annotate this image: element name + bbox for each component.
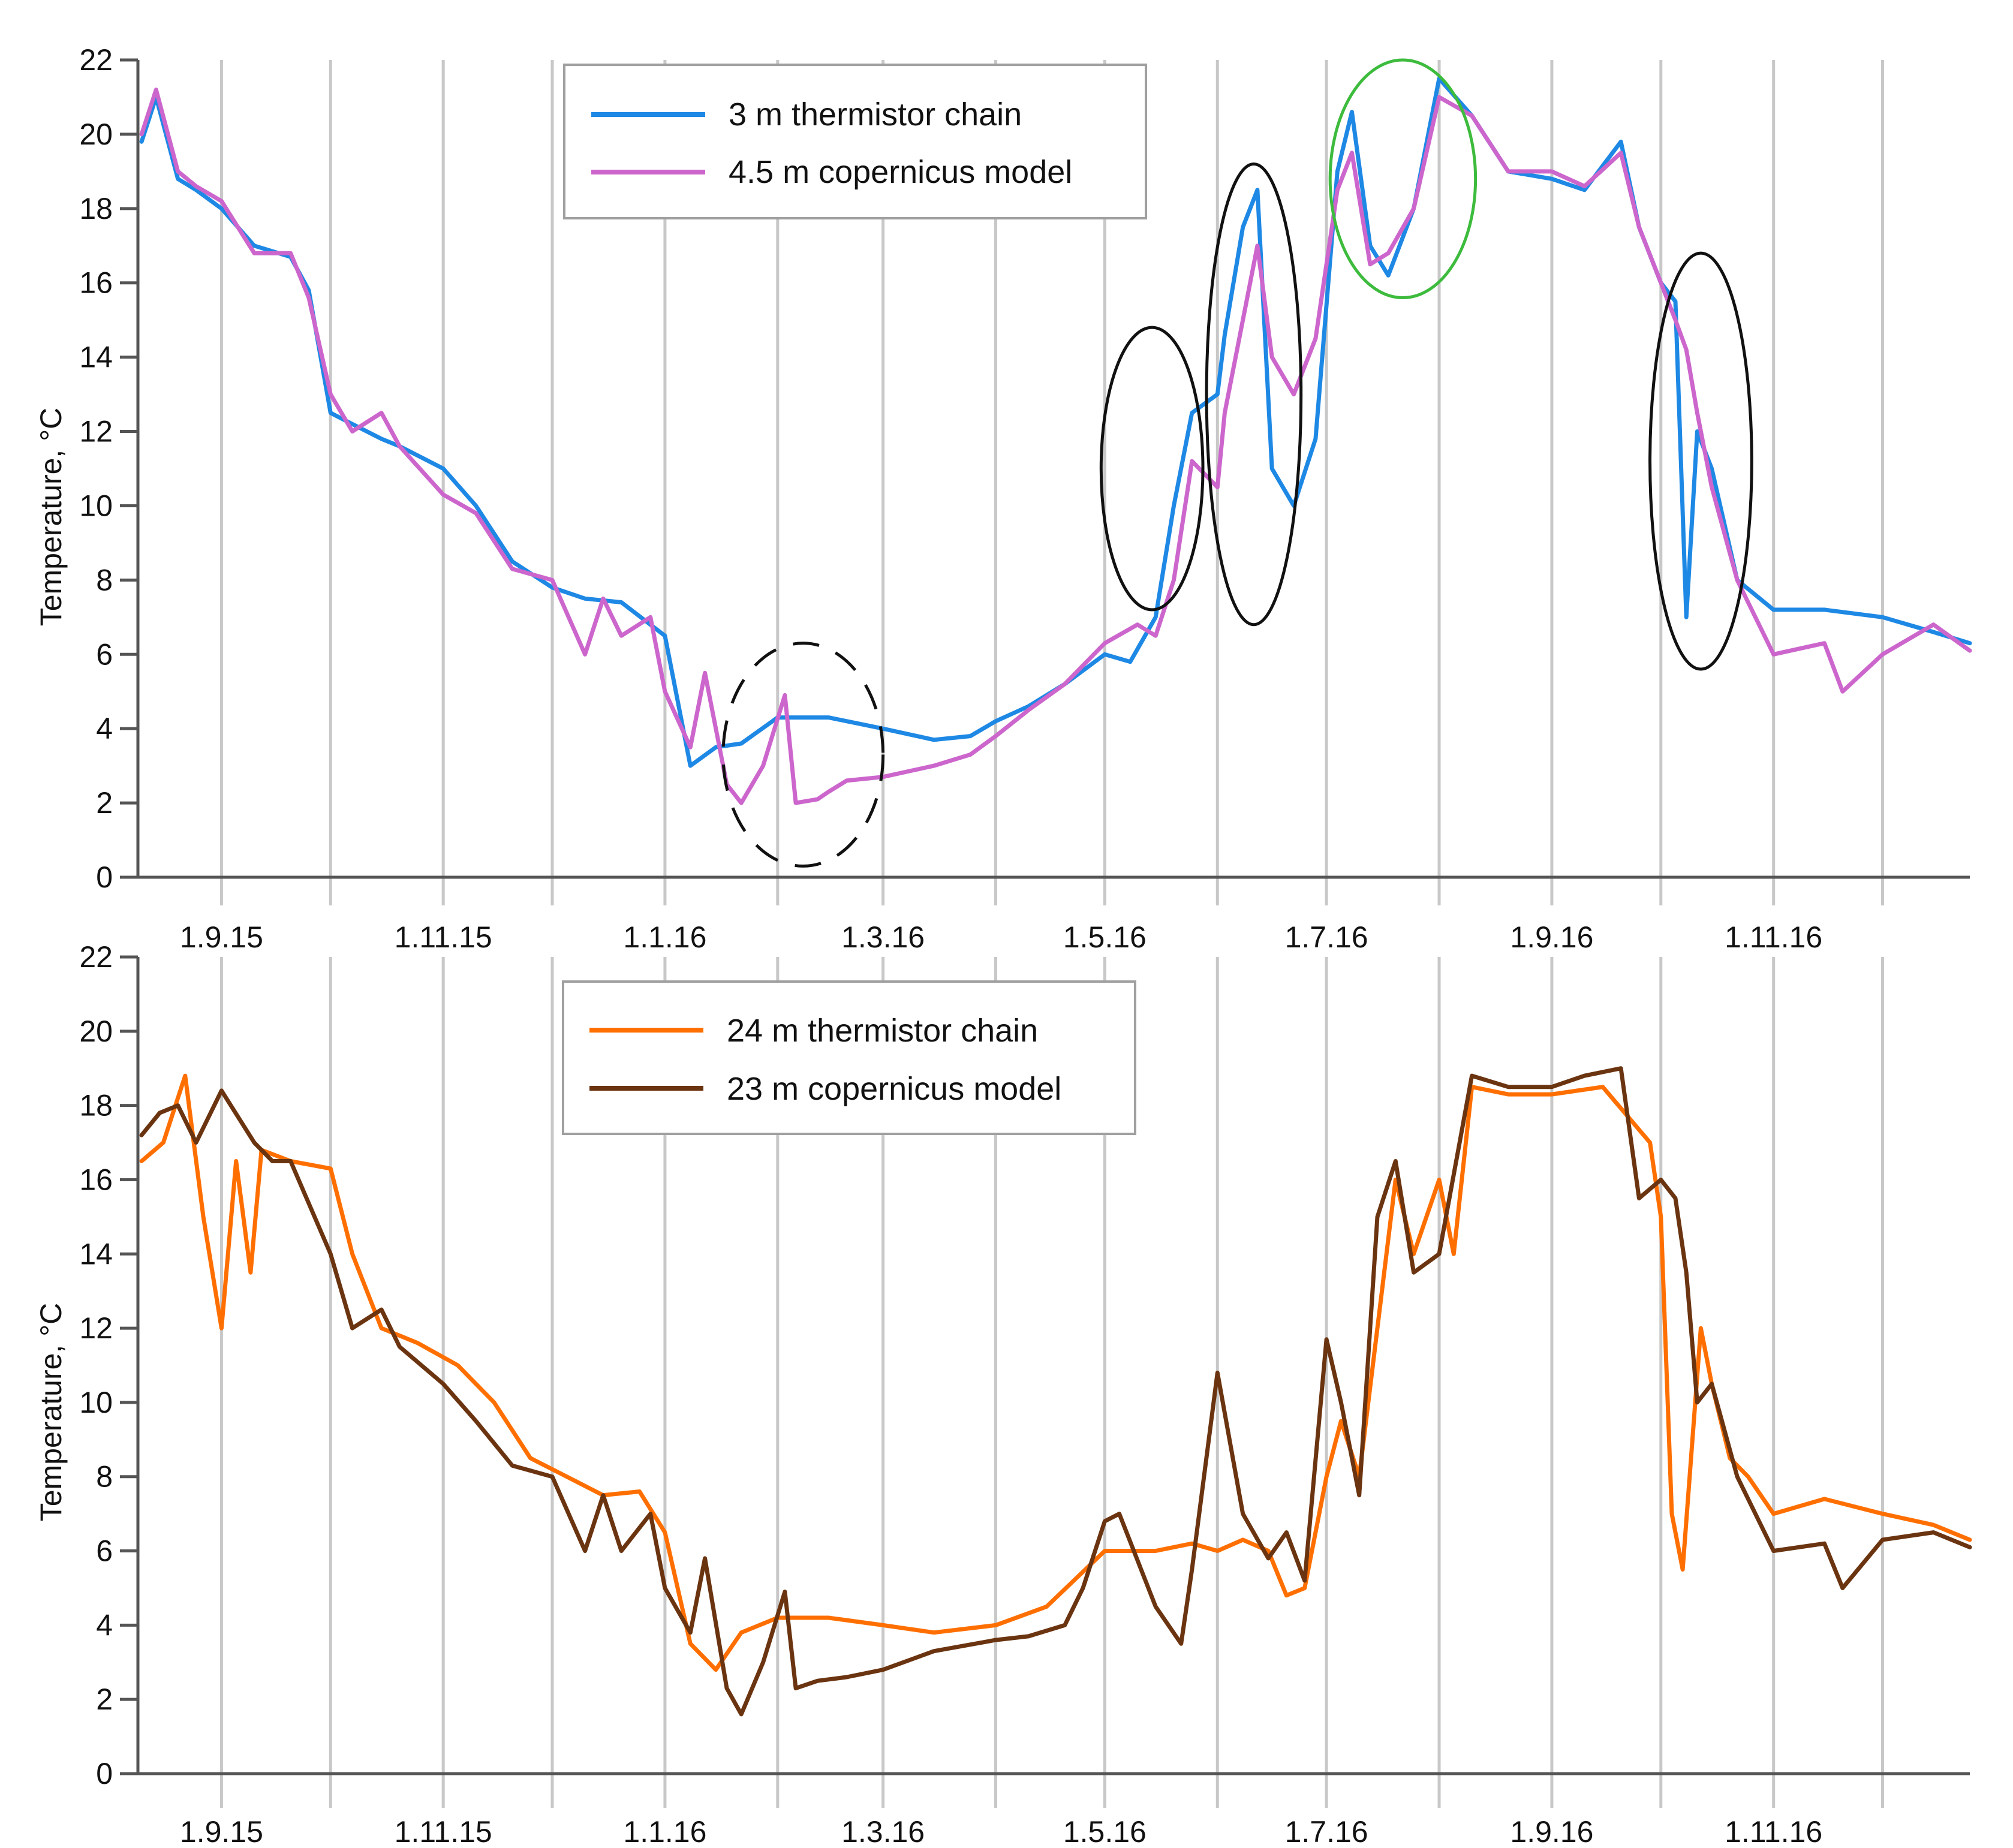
upper-legend: 3 m thermistor chain 4.5 m copernicus mo… [563, 64, 1147, 219]
y-tick-label-0: 0 [96, 860, 113, 894]
annotation-ellipse-1 [1099, 326, 1205, 612]
annotation-ellipse-3 [1328, 58, 1478, 300]
x-tick-label-0: 1.9.15 [180, 1815, 263, 1848]
y-tick-label-8: 8 [96, 1460, 113, 1494]
upper-annotations [721, 58, 1753, 868]
y-tick-label-10: 10 [79, 1386, 113, 1419]
lower-series-lines [139, 1066, 1972, 1717]
y-tick-label-4: 4 [96, 1608, 113, 1642]
lower-x-ticks: 1.9.15 1.11.15 1.1.16 1.3.16 1.5.16 1.7.16 1.9… [180, 1815, 1822, 1848]
y-tick-label-10: 10 [79, 489, 113, 522]
y-tick-label-8: 8 [96, 563, 113, 597]
upper-x-ticks: 1.9.15 1.11.15 1.1.16 1.3.16 1.5.16 1.7.16 1.9… [180, 920, 1822, 954]
annotation-ellipse-2 [1205, 162, 1303, 627]
lower-legend: 24 m thermistor chain 23 m copernicus mo… [562, 980, 1136, 1135]
y-tick-label-20: 20 [79, 118, 113, 151]
y-tick-label-16: 16 [79, 1163, 113, 1196]
lower-axes [136, 957, 1970, 1775]
x-tick-label-3: 1.3.16 [841, 1815, 925, 1848]
upper-series-lines [139, 76, 1972, 805]
x-tick-label-1: 1.11.15 [395, 920, 492, 954]
x-tick-label-2: 1.1.16 [623, 920, 706, 954]
legend-label-23m-copernicus: 23 m copernicus model [727, 1071, 1061, 1107]
y-tick-label-14: 14 [79, 1237, 113, 1271]
legend-label-4-5m-copernicus: 4.5 m copernicus model [729, 154, 1072, 190]
legend-label-3m-thermistor: 3 m thermistor chain [729, 97, 1022, 133]
y-tick-label-14: 14 [79, 341, 113, 374]
y-tick-label-18: 18 [79, 1089, 113, 1122]
x-tick-label-7: 1.11.16 [1725, 920, 1822, 954]
y-tick-label-12: 12 [79, 1311, 113, 1345]
y-tick-label-6: 6 [96, 1534, 113, 1568]
x-tick-label-3: 1.3.16 [841, 920, 925, 954]
y-tick-label-0: 0 [96, 1757, 113, 1790]
x-tick-label-5: 1.7.16 [1285, 920, 1368, 954]
y-tick-label-4: 4 [96, 712, 113, 745]
series-line-4-5-m-copernicus-model [139, 88, 1972, 805]
x-tick-label-1: 1.11.15 [395, 1815, 492, 1848]
y-tick-label-20: 20 [79, 1015, 113, 1048]
x-tick-label-4: 1.5.16 [1063, 920, 1147, 954]
y-tick-label-18: 18 [79, 192, 113, 225]
y-tick-label-2: 2 [96, 786, 113, 820]
legend-label-24m-thermistor: 24 m thermistor chain [727, 1013, 1038, 1049]
upper-y-axis-title: Temperature, °C [34, 408, 68, 627]
annotation-ellipse-4 [1648, 251, 1753, 671]
series-line-23-m-copernicus-model [139, 1066, 1972, 1717]
y-tick-label-12: 12 [79, 415, 113, 449]
x-tick-label-6: 1.9.16 [1510, 920, 1593, 954]
y-tick-label-6: 6 [96, 637, 113, 671]
x-tick-label-5: 1.7.16 [1285, 1815, 1368, 1848]
y-tick-label-16: 16 [79, 266, 113, 300]
lower-legend-box [562, 980, 1136, 1135]
x-tick-label-4: 1.5.16 [1063, 1815, 1147, 1848]
upper-axes [136, 60, 1970, 879]
x-tick-label-7: 1.11.16 [1725, 1815, 1822, 1848]
lower-y-axis-title: Temperature, °C [34, 1303, 68, 1522]
series-line-24-m-thermistor-chain [139, 1073, 1972, 1672]
y-tick-label-22: 22 [79, 43, 113, 77]
x-tick-label-0: 1.9.15 [180, 920, 263, 954]
y-tick-label-22: 22 [79, 940, 113, 974]
x-tick-label-2: 1.1.16 [623, 1815, 706, 1848]
upper-legend-box [563, 64, 1147, 219]
x-tick-label-6: 1.9.16 [1510, 1815, 1593, 1848]
y-tick-label-2: 2 [96, 1683, 113, 1716]
annotation-ellipse-0 [721, 642, 885, 868]
upper-y-ticks: 0 2 4 6 8 10 12 14 16 18 20 22 [79, 43, 138, 894]
lower-y-ticks: 0 2 4 6 8 10 12 14 16 18 20 22 [79, 940, 138, 1790]
